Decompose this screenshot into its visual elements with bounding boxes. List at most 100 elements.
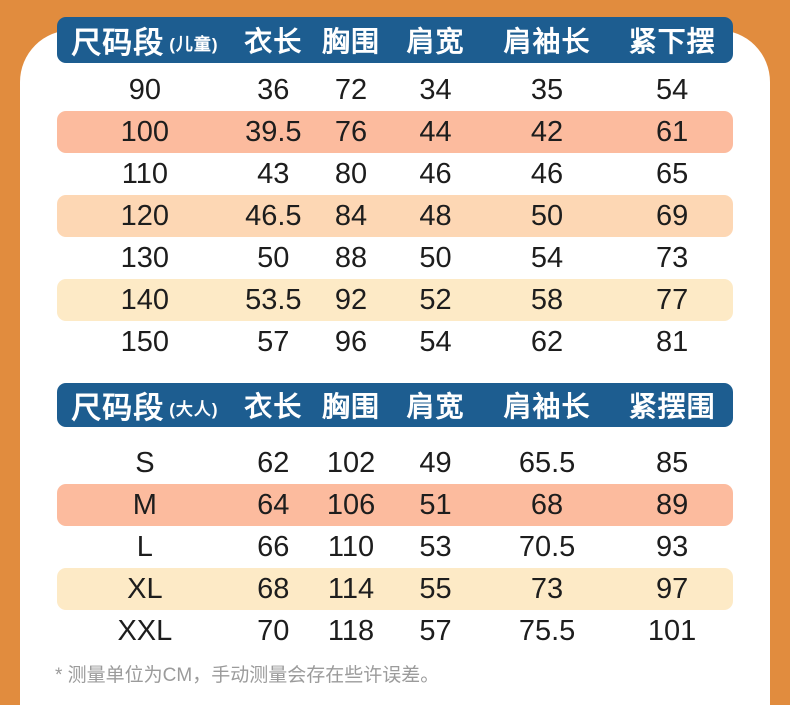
value-cell: 46 [530, 157, 564, 190]
value-cell: 62 [530, 325, 564, 358]
column-header: 胸围 [322, 26, 381, 57]
value-cell: 35 [530, 73, 564, 106]
size-cell: 120 [120, 199, 170, 232]
children-size-table: 尺码段 (儿童) 衣长 胸围 肩宽 肩袖长 紧下摆 90 36 72 34 35 54 100 39.… [57, 17, 733, 363]
value-cell: 84 [334, 199, 368, 232]
table-row: 140 53.5 92 52 58 77 [57, 279, 733, 321]
column-header: 肩袖长 [503, 26, 591, 57]
value-cell: 50 [530, 199, 564, 232]
size-cell: 100 [120, 115, 170, 148]
table-row: 110 43 80 46 46 65 [57, 153, 733, 195]
value-cell: 68 [257, 572, 290, 605]
size-cell: 130 [120, 241, 170, 274]
value-cell: 50 [257, 241, 290, 274]
value-cell: 72 [334, 73, 368, 106]
children-table-body: 90 36 72 34 35 54 100 39.5 76 44 42 61 110 43 80 46 46 65… [57, 69, 733, 363]
table-row: S 62 102 49 65.5 85 [57, 442, 733, 484]
value-cell: 55 [419, 572, 452, 605]
value-cell: 65.5 [518, 446, 576, 479]
value-cell: 81 [655, 325, 689, 358]
value-cell: 51 [419, 488, 452, 521]
value-cell: 50 [419, 241, 452, 274]
value-cell: 102 [326, 446, 376, 479]
size-cell: 140 [120, 283, 170, 316]
value-cell: 73 [530, 572, 564, 605]
value-cell: 43 [257, 157, 290, 190]
value-cell: 52 [419, 283, 452, 316]
value-cell: 49 [419, 446, 452, 479]
value-cell: 54 [655, 73, 689, 106]
column-header: 紧下摆 [628, 26, 716, 57]
size-cell: 150 [120, 325, 170, 358]
value-cell: 36 [257, 73, 290, 106]
value-cell: 88 [334, 241, 368, 274]
value-cell: 44 [419, 115, 452, 148]
value-cell: 61 [655, 115, 689, 148]
size-cell: 90 [128, 73, 161, 106]
value-cell: 101 [647, 614, 697, 647]
table-row: XL 68 114 55 73 97 [57, 568, 733, 610]
column-header: 衣长 [244, 26, 303, 57]
size-cell: 110 [121, 157, 168, 190]
value-cell: 76 [334, 115, 368, 148]
adult-size-table: 尺码段 (大人) 衣长 胸围 肩宽 肩袖长 紧摆围 S 62 102 49 65.5 85 M 64 1… [57, 383, 733, 652]
table-row: 120 46.5 84 48 50 69 [57, 195, 733, 237]
column-header: 衣长 [244, 391, 303, 422]
value-cell: 42 [530, 115, 564, 148]
value-cell: 114 [327, 572, 375, 605]
value-cell: 97 [655, 572, 689, 605]
value-cell: 92 [334, 283, 368, 316]
value-cell: 118 [327, 614, 375, 647]
value-cell: 70.5 [518, 530, 576, 563]
table-row: 130 50 88 50 54 73 [57, 237, 733, 279]
table-row: 90 36 72 34 35 54 [57, 69, 733, 111]
value-cell: 54 [419, 325, 452, 358]
adult-table-body: S 62 102 49 65.5 85 M 64 106 51 68 89 L 66 110 53 70.5 93… [57, 442, 733, 652]
size-cell: M [132, 488, 157, 521]
column-header: 胸围 [322, 391, 381, 422]
adult-table-header: 尺码段 (大人) 衣长 胸围 肩宽 肩袖长 紧摆围 [57, 383, 733, 427]
size-cell: S [135, 446, 155, 479]
size-column-header: 尺码段 (大人) [57, 383, 233, 427]
size-column-header: 尺码段 (儿童) [57, 18, 233, 62]
value-cell: 89 [655, 488, 689, 521]
value-cell: 80 [334, 157, 368, 190]
value-cell: 39.5 [245, 115, 302, 148]
size-label: 尺码段 [71, 392, 165, 425]
value-cell: 75.5 [518, 614, 576, 647]
value-cell: 57 [257, 325, 290, 358]
size-chart-card: 尺码段 (儿童) 衣长 胸围 肩宽 肩袖长 紧下摆 90 36 72 34 35 54 100 39.… [20, 17, 770, 705]
column-header: 肩袖长 [503, 391, 591, 422]
measurement-note: * 测量单位为CM，手动测量会存在些许误差。 [55, 665, 440, 686]
value-cell: 54 [530, 241, 564, 274]
value-cell: 46.5 [245, 199, 302, 232]
value-cell: 96 [334, 325, 368, 358]
size-cell: L [136, 530, 153, 563]
value-cell: 48 [419, 199, 452, 232]
column-header: 紧摆围 [628, 391, 716, 422]
value-cell: 58 [530, 283, 564, 316]
table-row: L 66 110 53 70.5 93 [57, 526, 733, 568]
value-cell: 62 [257, 446, 290, 479]
size-cell: XL [127, 572, 163, 605]
column-header: 肩宽 [406, 391, 465, 422]
value-cell: 68 [530, 488, 564, 521]
value-cell: 66 [257, 530, 290, 563]
value-cell: 70 [257, 614, 290, 647]
table-row: XXL 70 118 57 75.5 101 [57, 610, 733, 652]
value-cell: 110 [327, 530, 375, 563]
value-cell: 69 [655, 199, 689, 232]
value-cell: 46 [419, 157, 452, 190]
value-cell: 93 [655, 530, 689, 563]
table-row: M 64 106 51 68 89 [57, 484, 733, 526]
value-cell: 57 [419, 614, 452, 647]
value-cell: 106 [326, 488, 376, 521]
size-group-label: (大人) [169, 399, 219, 419]
value-cell: 64 [257, 488, 290, 521]
value-cell: 53 [419, 530, 452, 563]
value-cell: 73 [655, 241, 689, 274]
value-cell: 85 [655, 446, 689, 479]
table-row: 100 39.5 76 44 42 61 [57, 111, 733, 153]
size-cell: XXL [117, 614, 173, 647]
